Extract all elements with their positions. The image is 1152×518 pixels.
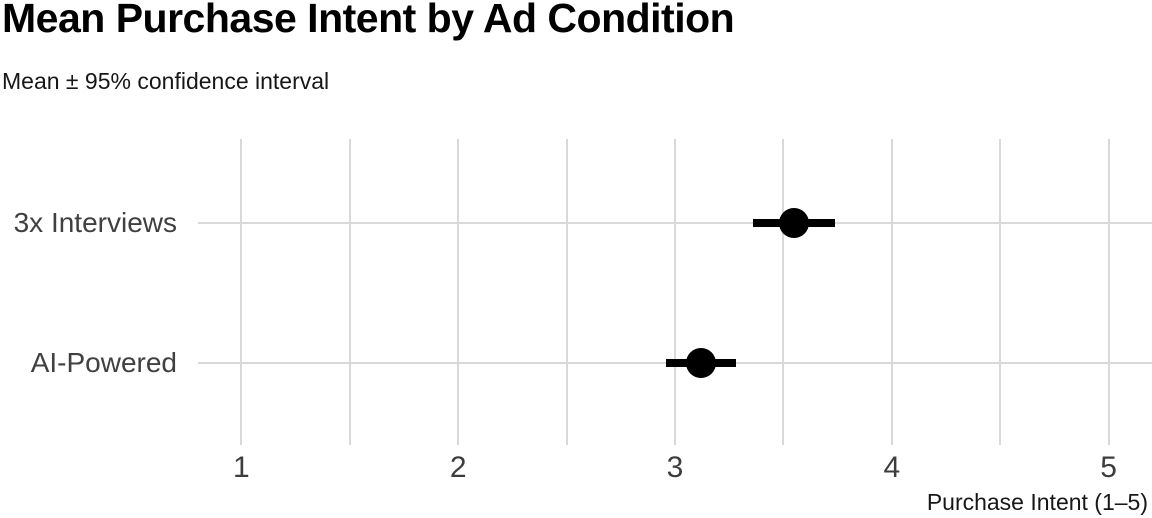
plot-panel [198,139,1152,445]
x-axis-title: Purchase Intent (1–5) [926,489,1148,515]
gridline-vertical [1107,139,1110,445]
category-label: 3x Interviews [13,206,177,238]
x-tick-label: 3 [666,451,684,484]
mean-point [779,207,810,238]
category-label: AI-Powered [30,346,177,378]
gridline-vertical [999,139,1002,445]
gridline-vertical [348,139,351,445]
x-tick-label: 5 [1100,451,1117,484]
gridline-vertical [674,139,676,445]
gridline-horizontal [198,221,1152,224]
chart-subtitle: Mean ± 95% confidence interval [2,68,330,94]
x-tick-label: 4 [883,451,901,484]
gridline-vertical [565,139,568,445]
gridline-vertical [240,139,243,445]
gridline-vertical [457,139,460,445]
x-tick-label: 2 [449,451,467,484]
chart-title: Mean Purchase Intent by Ad Condition [2,0,735,41]
gridline-vertical [890,139,893,445]
gridline-vertical [782,139,785,445]
mean-point [686,347,717,378]
x-tick-label: 1 [233,451,250,484]
